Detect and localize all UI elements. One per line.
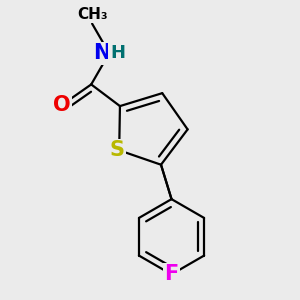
Text: O: O [53,95,70,115]
Text: F: F [164,264,178,284]
Text: S: S [109,140,124,160]
Text: H: H [110,44,125,62]
Text: CH₃: CH₃ [77,7,107,22]
Text: N: N [93,43,111,63]
